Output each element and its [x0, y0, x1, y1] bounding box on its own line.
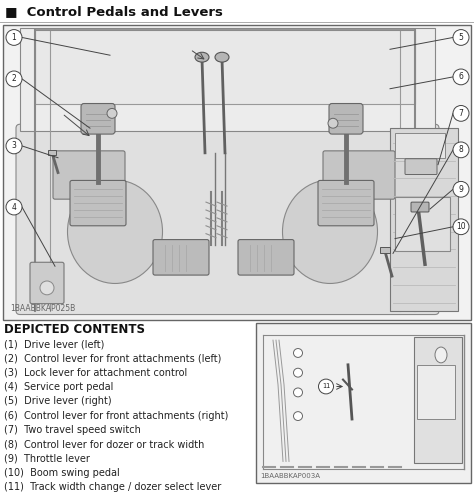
Text: 2: 2 [12, 74, 17, 83]
Bar [256, 323, 471, 483]
Bar [390, 128, 458, 311]
FancyBboxPatch shape [70, 180, 126, 226]
Circle shape [293, 349, 302, 357]
Bar [3, 25, 471, 320]
Bar [380, 247, 390, 253]
Text: 9: 9 [458, 185, 464, 194]
Circle shape [293, 368, 302, 377]
Ellipse shape [195, 52, 209, 62]
Bar [414, 337, 462, 463]
FancyBboxPatch shape [323, 151, 395, 199]
Circle shape [453, 142, 469, 158]
Circle shape [453, 30, 469, 45]
Text: (2)  Control lever for front attachments (left): (2) Control lever for front attachments … [4, 353, 221, 363]
Bar [395, 133, 445, 158]
Circle shape [6, 199, 22, 215]
Circle shape [293, 388, 302, 397]
Circle shape [319, 379, 334, 394]
FancyBboxPatch shape [53, 151, 125, 199]
FancyBboxPatch shape [411, 202, 429, 212]
Text: (6)  Control lever for front attachments (right): (6) Control lever for front attachments … [4, 411, 228, 421]
Circle shape [453, 181, 469, 197]
Text: 5: 5 [458, 33, 464, 42]
Text: 4: 4 [11, 203, 17, 211]
Bar [20, 28, 435, 131]
Text: (3)  Lock lever for attachment control: (3) Lock lever for attachment control [4, 368, 187, 378]
Circle shape [453, 69, 469, 85]
Text: DEPICTED CONTENTS: DEPICTED CONTENTS [4, 323, 145, 336]
FancyBboxPatch shape [238, 240, 294, 275]
Text: (4)  Service port pedal: (4) Service port pedal [4, 382, 113, 392]
Circle shape [107, 108, 117, 118]
Text: (7)  Two travel speed switch: (7) Two travel speed switch [4, 425, 141, 435]
FancyBboxPatch shape [153, 240, 209, 275]
Bar [48, 150, 56, 155]
FancyBboxPatch shape [30, 262, 64, 304]
Bar [35, 30, 415, 104]
Circle shape [40, 281, 54, 295]
Ellipse shape [435, 347, 447, 363]
Circle shape [293, 412, 302, 421]
Bar [395, 197, 450, 251]
FancyBboxPatch shape [16, 124, 439, 315]
Circle shape [328, 118, 338, 128]
Text: 11: 11 [322, 384, 330, 389]
Text: 1BAABBKAP025B: 1BAABBKAP025B [10, 304, 75, 313]
Text: 1BAABBKAP003A: 1BAABBKAP003A [260, 473, 320, 479]
Circle shape [6, 138, 22, 154]
Text: 6: 6 [458, 72, 464, 81]
Text: ■  Control Pedals and Levers: ■ Control Pedals and Levers [5, 5, 223, 18]
FancyBboxPatch shape [81, 104, 115, 134]
Circle shape [453, 106, 469, 121]
Ellipse shape [283, 180, 377, 283]
Text: 3: 3 [11, 141, 17, 150]
Text: (11)  Track width change / dozer select lever: (11) Track width change / dozer select l… [4, 482, 221, 492]
Text: (10)  Boom swing pedal: (10) Boom swing pedal [4, 468, 120, 478]
Ellipse shape [67, 180, 163, 283]
Text: 1: 1 [12, 33, 17, 42]
Circle shape [6, 71, 22, 87]
Bar [417, 365, 455, 419]
Text: (1)  Drive lever (left): (1) Drive lever (left) [4, 339, 104, 349]
FancyBboxPatch shape [329, 104, 363, 134]
Circle shape [453, 219, 469, 235]
Text: (8)  Control lever for dozer or track width: (8) Control lever for dozer or track wid… [4, 439, 204, 449]
Circle shape [6, 30, 22, 45]
Text: (9)  Throttle lever: (9) Throttle lever [4, 454, 90, 463]
Ellipse shape [215, 52, 229, 62]
Text: 8: 8 [459, 145, 464, 154]
Text: 7: 7 [458, 109, 464, 118]
Text: (5)  Drive lever (right): (5) Drive lever (right) [4, 396, 111, 406]
FancyBboxPatch shape [405, 159, 437, 175]
Text: 10: 10 [456, 222, 466, 231]
FancyBboxPatch shape [318, 180, 374, 226]
